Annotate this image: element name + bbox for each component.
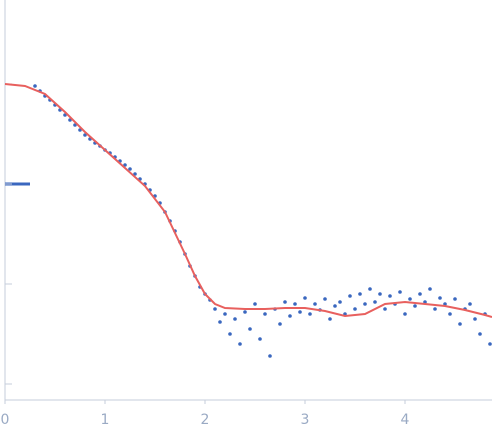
- fit-line: [4, 83, 492, 318]
- data-point: [383, 307, 387, 311]
- data-point: [128, 167, 132, 171]
- data-point: [298, 310, 302, 314]
- data-point: [423, 300, 427, 304]
- data-point: [368, 287, 372, 291]
- data-point: [473, 317, 477, 321]
- x-tick-label: 4: [401, 412, 410, 428]
- x-tick-label: 3: [301, 412, 310, 428]
- data-point: [438, 296, 442, 300]
- data-point: [248, 327, 252, 331]
- data-point: [478, 332, 482, 336]
- x-tick-label: 0: [1, 412, 10, 428]
- data-point: [433, 307, 437, 311]
- data-point: [333, 304, 337, 308]
- data-point: [488, 342, 492, 346]
- data-point: [363, 302, 367, 306]
- data-point: [268, 354, 272, 358]
- data-point: [323, 297, 327, 301]
- data-point: [308, 312, 312, 316]
- data-point: [213, 307, 217, 311]
- data-point: [448, 312, 452, 316]
- data-point: [328, 317, 332, 321]
- data-point: [408, 297, 412, 301]
- data-point: [293, 302, 297, 306]
- data-point: [253, 302, 257, 306]
- data-point: [233, 317, 237, 321]
- data-point: [353, 307, 357, 311]
- data-point: [398, 290, 402, 294]
- data-point: [278, 322, 282, 326]
- data-point: [378, 292, 382, 296]
- data-point: [338, 300, 342, 304]
- data-point: [263, 312, 267, 316]
- data-point: [228, 332, 232, 336]
- x-tick-label: 2: [201, 412, 210, 428]
- data-point: [468, 302, 472, 306]
- data-point: [33, 84, 37, 88]
- data-point: [223, 312, 227, 316]
- data-point: [303, 296, 307, 300]
- data-point: [443, 302, 447, 306]
- data-point: [218, 320, 222, 324]
- data-point: [413, 304, 417, 308]
- data-point: [388, 294, 392, 298]
- data-point: [283, 300, 287, 304]
- data-point: [358, 292, 362, 296]
- data-point: [258, 337, 262, 341]
- data-point: [313, 302, 317, 306]
- data-point: [418, 292, 422, 296]
- data-point: [428, 287, 432, 291]
- x-tick-label: 1: [101, 412, 110, 428]
- data-point: [453, 297, 457, 301]
- data-point: [348, 294, 352, 298]
- data-point: [243, 310, 247, 314]
- data-point: [288, 314, 292, 318]
- data-point: [373, 300, 377, 304]
- data-point: [458, 322, 462, 326]
- data-point: [403, 312, 407, 316]
- data-point: [238, 342, 242, 346]
